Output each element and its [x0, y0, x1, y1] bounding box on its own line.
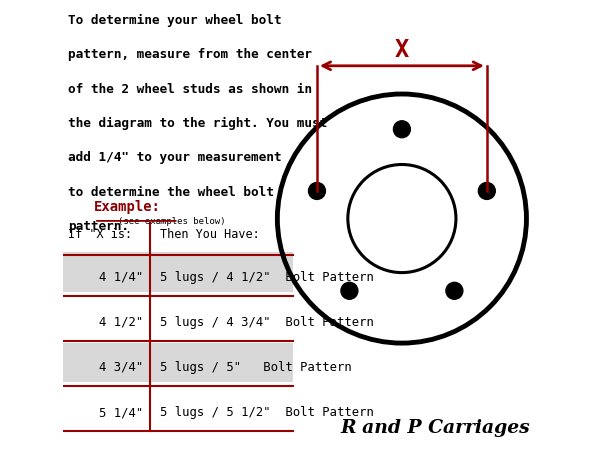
FancyBboxPatch shape	[63, 343, 293, 382]
Text: pattern.: pattern.	[68, 220, 129, 233]
Text: add 1/4" to your measurement: add 1/4" to your measurement	[68, 151, 282, 164]
Circle shape	[393, 121, 410, 138]
Text: R and P Carriages: R and P Carriages	[340, 419, 530, 437]
Text: 5 lugs / 4 1/2"  Bolt Pattern: 5 lugs / 4 1/2" Bolt Pattern	[160, 271, 374, 284]
Circle shape	[478, 182, 496, 199]
Text: of the 2 wheel studs as shown in: of the 2 wheel studs as shown in	[68, 83, 312, 96]
Text: 5 lugs / 4 3/4"  Bolt Pattern: 5 lugs / 4 3/4" Bolt Pattern	[160, 316, 374, 329]
Text: the diagram to the right. You must: the diagram to the right. You must	[68, 117, 327, 130]
Text: X: X	[395, 38, 409, 62]
FancyBboxPatch shape	[63, 388, 293, 427]
Text: pattern, measure from the center: pattern, measure from the center	[68, 48, 312, 62]
Circle shape	[309, 182, 325, 199]
Text: to determine the wheel bolt: to determine the wheel bolt	[68, 186, 274, 199]
Text: (see examples below): (see examples below)	[118, 217, 225, 226]
Text: 4 3/4": 4 3/4"	[99, 361, 143, 374]
Text: 5 lugs / 5 1/2"  Bolt Pattern: 5 lugs / 5 1/2" Bolt Pattern	[160, 406, 374, 419]
Text: Example:: Example:	[94, 200, 161, 214]
Circle shape	[446, 282, 463, 299]
Circle shape	[341, 282, 358, 299]
Text: If "X is:: If "X is:	[68, 228, 133, 241]
Text: 5 lugs / 5"   Bolt Pattern: 5 lugs / 5" Bolt Pattern	[160, 361, 352, 374]
Text: 5 1/4": 5 1/4"	[99, 406, 143, 419]
Text: 4 1/2": 4 1/2"	[99, 316, 143, 329]
Text: Then You Have:: Then You Have:	[160, 228, 260, 241]
Text: 4 1/4": 4 1/4"	[99, 271, 143, 284]
FancyBboxPatch shape	[63, 252, 293, 292]
FancyBboxPatch shape	[63, 298, 293, 337]
Text: To determine your wheel bolt: To determine your wheel bolt	[68, 14, 282, 27]
